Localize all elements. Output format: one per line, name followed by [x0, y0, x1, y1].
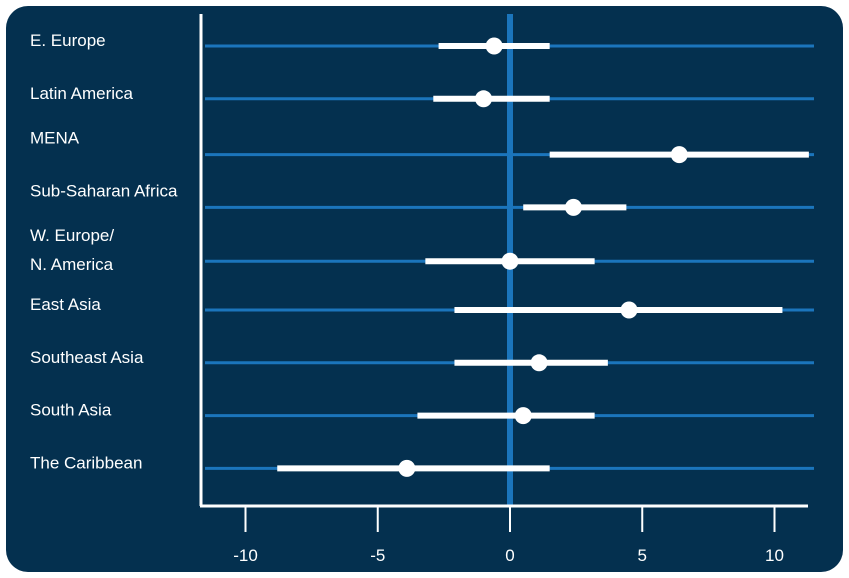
point-estimate	[475, 90, 493, 108]
category-label: E. Europe	[30, 31, 106, 50]
x-tick-label: 5	[638, 546, 647, 565]
category-label: W. Europe/N. America	[30, 226, 114, 274]
category-label: Sub-Saharan Africa	[30, 181, 178, 200]
category-labels: E. Europe Latin America MENA Sub-Saharan Af…	[30, 31, 178, 472]
category-label: South Asia	[30, 401, 112, 420]
point-estimate	[485, 37, 503, 55]
chart-panel	[6, 6, 843, 572]
category-label: MENA	[30, 129, 80, 148]
point-estimate	[398, 459, 416, 477]
point-estimate	[564, 198, 582, 216]
point-estimate	[670, 146, 688, 164]
point-estimate	[620, 301, 638, 319]
category-label: The Caribbean	[30, 453, 142, 472]
x-tick-label: 0	[505, 546, 514, 565]
x-tick-label: -5	[370, 546, 385, 565]
category-label: East Asia	[30, 295, 101, 314]
x-tick-label: 10	[765, 546, 784, 565]
point-estimate	[530, 354, 548, 372]
point-estimate	[514, 407, 532, 425]
point-estimate	[501, 252, 519, 270]
confidence-intervals	[277, 43, 809, 472]
category-label: Latin America	[30, 84, 134, 103]
axes	[199, 14, 808, 508]
x-tick-label: -10	[233, 546, 258, 565]
x-tick-labels: -10 -5 0 5 10	[233, 506, 784, 565]
point-estimates	[398, 37, 688, 477]
category-label: Southeast Asia	[30, 348, 144, 367]
